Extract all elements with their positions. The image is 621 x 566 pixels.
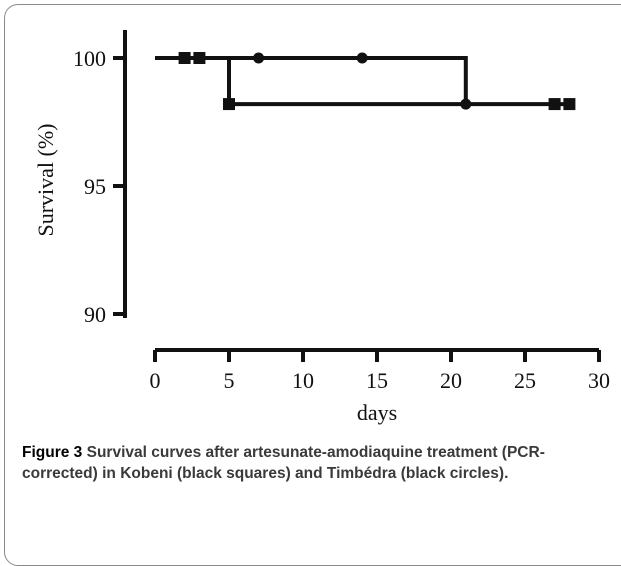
y-axis-label: Survival (%) bbox=[33, 123, 58, 236]
series-1-marker bbox=[563, 98, 575, 110]
figure-label: Figure 3 bbox=[22, 444, 82, 461]
series-1-marker bbox=[223, 98, 235, 110]
y-tick-label: 100 bbox=[73, 46, 106, 71]
y-tick-label: 90 bbox=[84, 302, 106, 327]
x-tick-label: 25 bbox=[514, 368, 536, 393]
x-tick-label: 20 bbox=[440, 368, 462, 393]
figure-caption-text: Survival curves after artesunate-amodiaq… bbox=[22, 444, 545, 482]
series-1-marker bbox=[549, 98, 561, 110]
x-tick-label: 0 bbox=[150, 368, 161, 393]
x-tick-label: 15 bbox=[366, 368, 388, 393]
series-2-line bbox=[155, 58, 466, 104]
series-1-line bbox=[155, 58, 569, 104]
y-tick-label: 95 bbox=[84, 174, 106, 199]
x-tick-label: 30 bbox=[588, 368, 610, 393]
figure-caption: Figure 3 Survival curves after artesunat… bbox=[22, 442, 612, 484]
x-axis-label: days bbox=[357, 400, 397, 425]
x-tick-label: 5 bbox=[224, 368, 235, 393]
series-2-marker bbox=[357, 53, 368, 64]
series-2-marker bbox=[253, 53, 264, 64]
plot-area: Survival (%) days 0 5 10 15 20 25 30 90 95 100 bbox=[33, 30, 610, 425]
x-tick-label: 10 bbox=[292, 368, 314, 393]
survival-chart: Survival (%) days 0 5 10 15 20 25 30 90 95 100 bbox=[0, 0, 621, 440]
series-2-marker bbox=[460, 99, 471, 110]
